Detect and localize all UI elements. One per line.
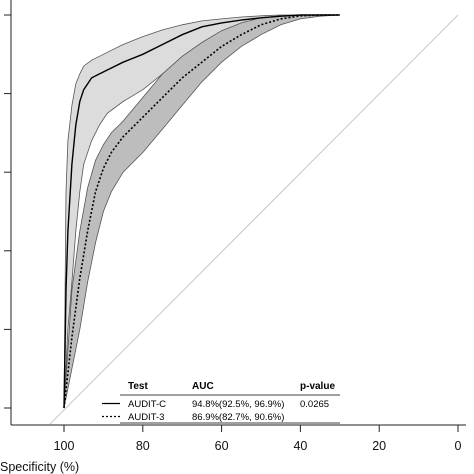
confidence-bands	[63, 14, 340, 409]
confidence-band-audit-c	[63, 14, 340, 409]
legend-test-audit-3: AUDIT-3	[128, 412, 164, 423]
x-tick-label-20: 20	[372, 439, 386, 453]
x-tick-label-0: 0	[455, 439, 462, 453]
roc-curve-audit-3	[63, 14, 340, 409]
x-axis-title: Specificity (%)	[0, 460, 79, 474]
legend-auc-audit-c: 94.8%(92.5%, 96.9%)	[192, 399, 284, 410]
legend-p-value-audit-c: 0.0265	[300, 399, 329, 410]
reference-line-group	[49, 14, 459, 425]
x-tick-label-100: 100	[54, 439, 75, 453]
reference-line	[49, 14, 459, 425]
roc-curves	[63, 14, 340, 409]
x-tick-label-80: 80	[136, 439, 150, 453]
legend-auc-audit-3: 86.9%(82.7%, 90.6%)	[192, 412, 284, 423]
legend: Test AUC p-value AUDIT-C 94.8%(92.5%, 96.9%)…	[102, 381, 340, 424]
legend-header-test: Test	[128, 381, 148, 392]
axes: 100 80 60 40 20 0	[4, 0, 466, 453]
legend-header-auc: AUC	[192, 381, 214, 392]
x-tick-label-40: 40	[293, 439, 307, 453]
x-tick-label-60: 60	[215, 439, 229, 453]
roc-curve-audit-c	[63, 14, 340, 409]
legend-header-p-value: p-value	[300, 381, 335, 392]
legend-test-audit-c: AUDIT-C	[128, 399, 166, 410]
